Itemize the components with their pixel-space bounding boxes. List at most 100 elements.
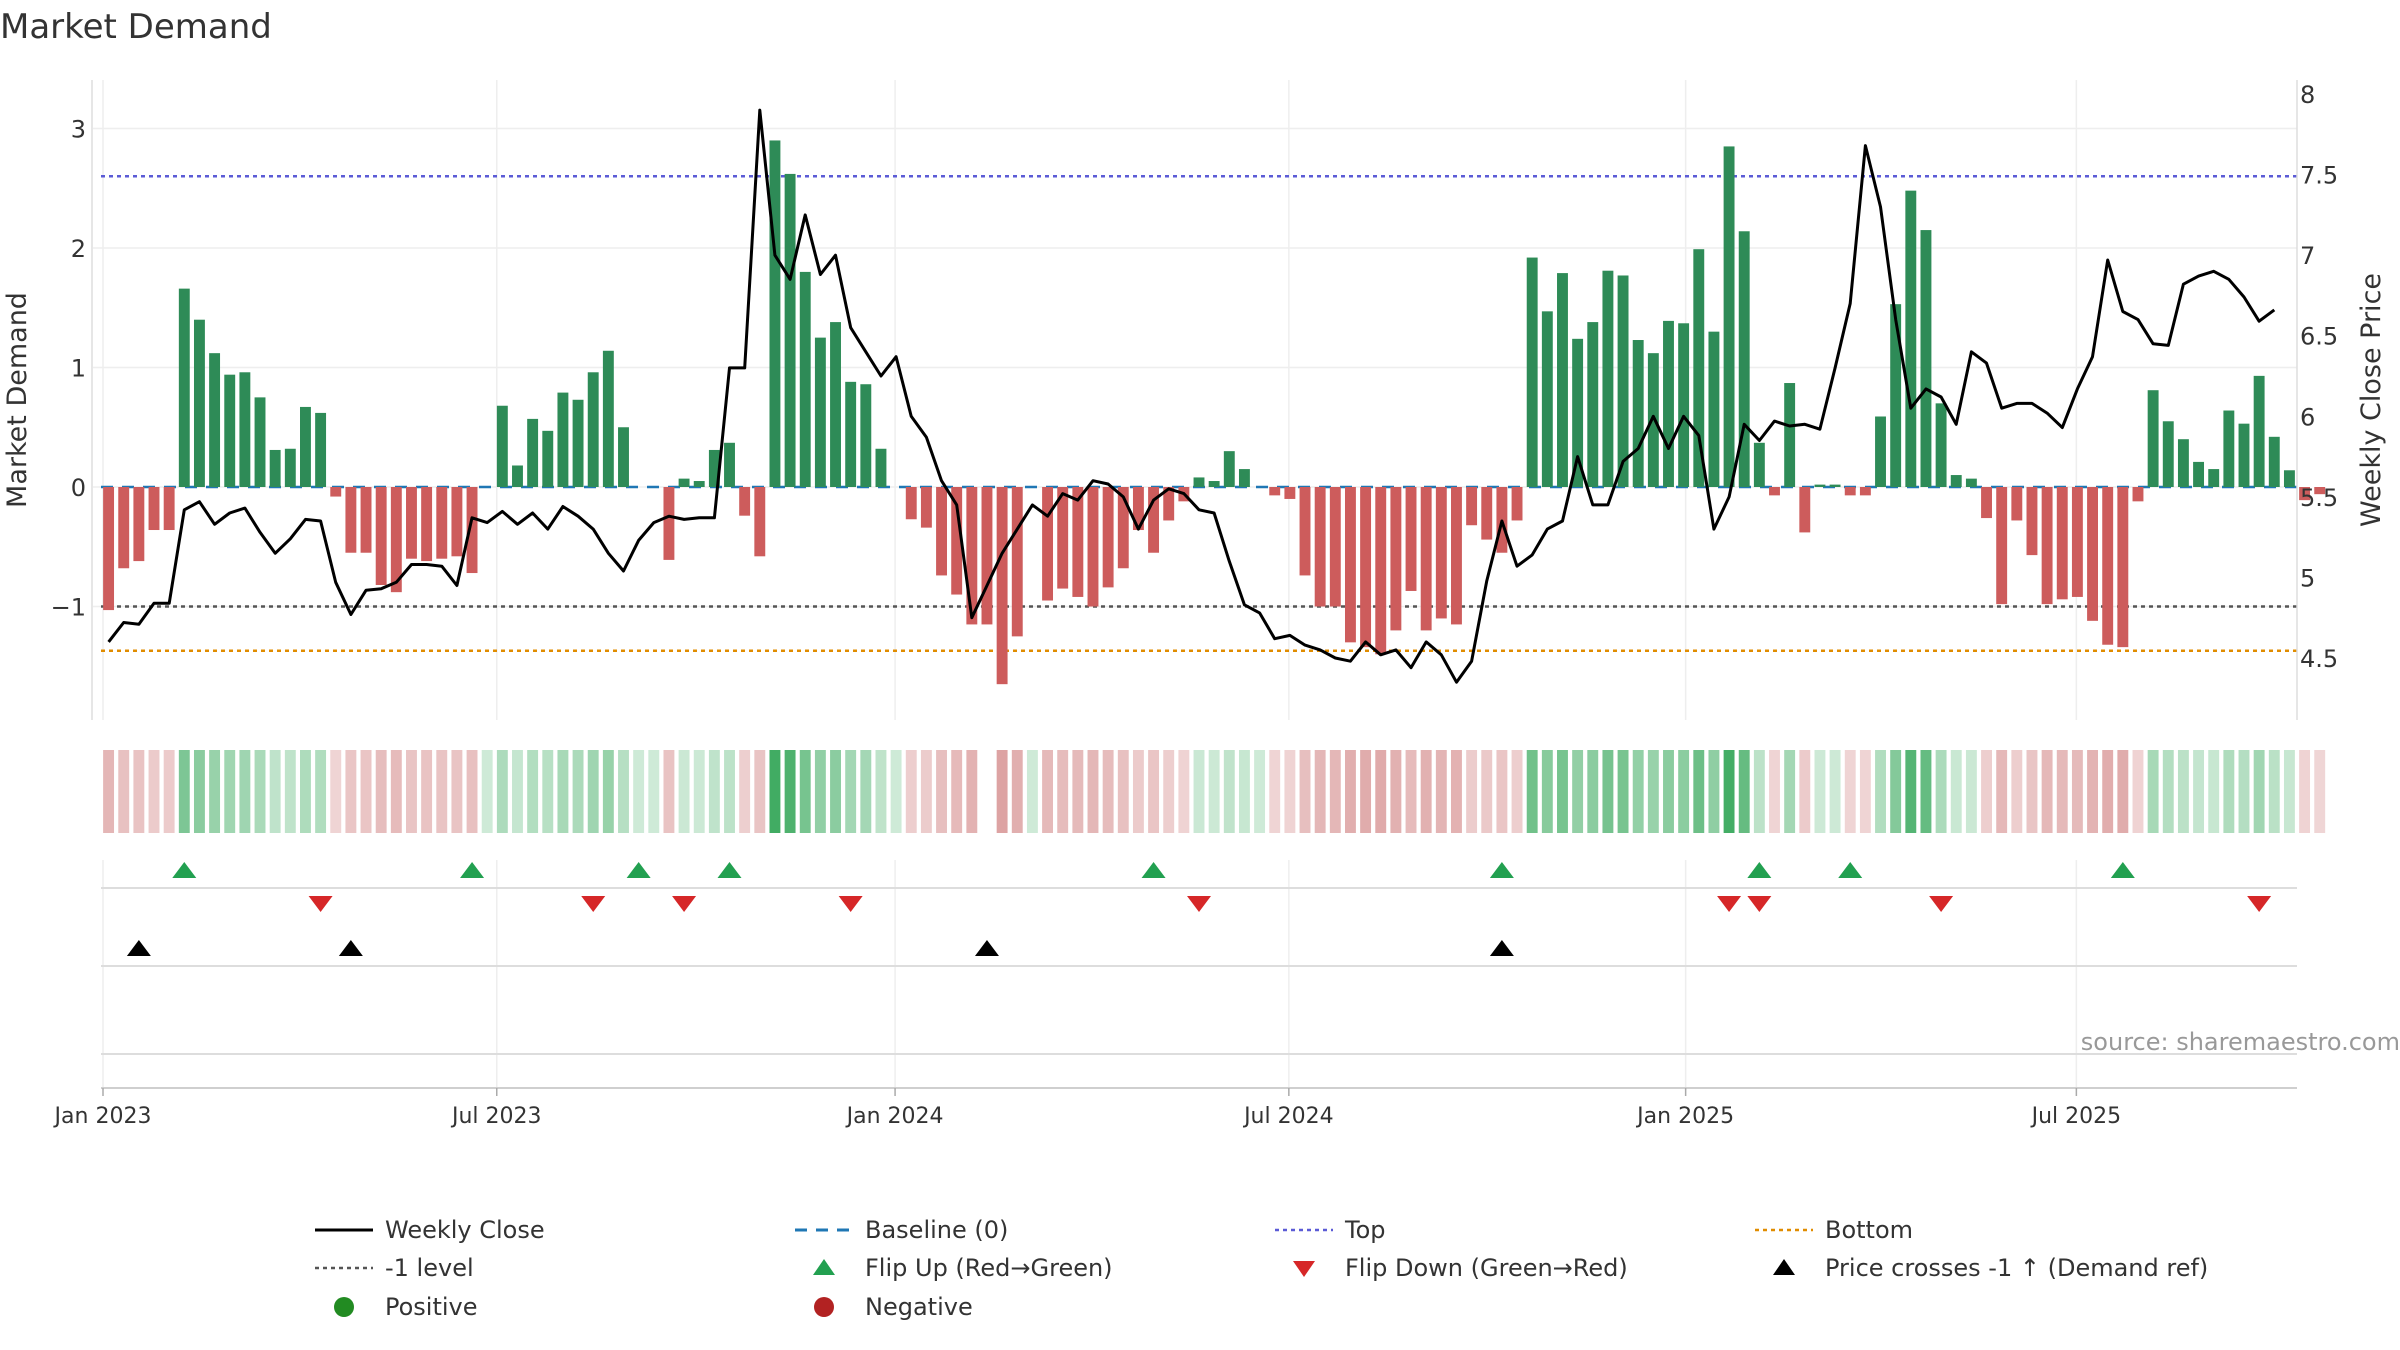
heat-cell	[1344, 750, 1356, 833]
demand-bar	[406, 487, 417, 559]
x-tick-label: Jul 2023	[450, 1104, 542, 1129]
demand-bar	[1375, 487, 1387, 655]
legend-flip-up-swatch	[813, 1259, 835, 1275]
demand-bar	[708, 449, 720, 487]
demand-bar	[1632, 340, 1644, 487]
chart-title: Market Demand	[0, 7, 272, 47]
demand-bar	[118, 487, 130, 569]
heat-cell	[254, 750, 266, 833]
demand-bar	[254, 397, 266, 487]
price-cross-marker	[126, 940, 151, 956]
demand-bar	[860, 384, 872, 487]
heat-cell	[1375, 750, 1387, 833]
heat-cell	[360, 750, 372, 833]
demand-bar	[2011, 487, 2023, 521]
demand-bar	[1663, 320, 1674, 487]
legend-label: -1 level	[385, 1254, 474, 1282]
demand-bar	[2268, 436, 2280, 487]
heat-cell	[1011, 750, 1023, 833]
demand-bar	[936, 487, 947, 576]
price-cross-panel	[101, 940, 2297, 967]
demand-bar	[845, 381, 857, 487]
demand-bar	[1511, 487, 1523, 521]
demand-bar	[1284, 487, 1296, 499]
x-tick-label: Jan 2023	[53, 1104, 152, 1129]
demand-bar	[1329, 487, 1341, 607]
demand-bar	[2026, 487, 2038, 556]
demand-bar	[2253, 375, 2265, 487]
heat-cell	[875, 750, 887, 833]
demand-bar	[1829, 484, 1841, 487]
demand-bar	[1269, 487, 1281, 496]
y-tick-label-right: 7	[2300, 242, 2315, 270]
heat-cell	[966, 750, 978, 833]
demand-bar	[284, 448, 296, 487]
heat-cell	[1890, 750, 1902, 833]
flip-down-marker	[1717, 896, 1742, 912]
demand-bar	[799, 271, 811, 487]
demand-bar	[2314, 487, 2326, 495]
heat-cell	[602, 750, 614, 833]
heat-cell	[1935, 750, 1947, 833]
heat-cell	[1753, 750, 1765, 833]
heat-cell	[769, 750, 781, 833]
heat-cell	[1117, 750, 1129, 833]
x-tick-label: Jul 2025	[2030, 1104, 2122, 1129]
demand-bar	[769, 140, 781, 487]
demand-bar	[1102, 487, 1114, 588]
grid-lines	[93, 80, 2297, 1090]
heat-cell	[178, 750, 190, 833]
weekly-close-price-line	[107, 108, 2276, 684]
y-tick-label-left: 2	[71, 235, 86, 263]
flip-down-marker	[581, 896, 606, 912]
demand-bar	[1163, 487, 1175, 521]
legend-label: Flip Up (Red→Green)	[865, 1254, 1113, 1282]
legend-label: Price crosses -1 ↑ (Demand ref)	[1825, 1254, 2208, 1282]
heat-cell	[1541, 750, 1553, 833]
flip-up-marker	[1747, 862, 1772, 878]
demand-bar	[1844, 487, 1856, 496]
demand-bar	[1572, 338, 1584, 487]
demand-bar	[1753, 442, 1765, 487]
heat-cell	[633, 750, 645, 833]
demand-bar	[981, 487, 993, 625]
demand-bar	[1723, 146, 1735, 488]
demand-bar	[1360, 487, 1372, 648]
heat-cell	[1087, 750, 1099, 833]
flip-up-marker	[2110, 862, 2135, 878]
heat-cell	[920, 750, 932, 833]
demand-bar	[527, 418, 539, 487]
demand-bars	[103, 140, 2326, 685]
heat-cell	[936, 750, 947, 833]
heat-cell	[1799, 750, 1811, 833]
heat-cell	[2177, 750, 2189, 833]
heat-cell	[1102, 750, 1114, 833]
legend-positive-swatch	[334, 1297, 354, 1317]
demand-bar	[2177, 439, 2189, 487]
demand-bar	[1087, 487, 1099, 607]
source-credit: source: sharemaestro.com	[2081, 1028, 2400, 1056]
demand-bar	[1905, 190, 1917, 487]
demand-bar	[1238, 469, 1250, 487]
y-tick-label-right: 6.5	[2300, 323, 2338, 351]
heat-cell	[1314, 750, 1326, 833]
heat-cell	[300, 750, 311, 833]
heat-cell	[1738, 750, 1750, 833]
demand-bar	[269, 449, 281, 487]
demand-bar	[1208, 481, 1220, 487]
demand-bar	[1390, 487, 1402, 631]
heat-cell	[1148, 750, 1160, 833]
weekly-close-line	[107, 108, 2276, 684]
demand-bar	[193, 319, 205, 487]
flip-down-marker	[672, 896, 697, 912]
heat-cell	[1466, 750, 1478, 833]
demand-bar	[966, 487, 978, 625]
demand-bar	[2041, 487, 2053, 605]
demand-bar	[905, 487, 917, 520]
demand-bar	[542, 430, 554, 487]
heat-cell	[1663, 750, 1674, 833]
y-axis-label-right: Weekly Close Price	[2356, 273, 2387, 527]
demand-bar	[2238, 423, 2250, 487]
demand-bar	[1647, 353, 1659, 487]
heat-cell	[2087, 750, 2098, 833]
